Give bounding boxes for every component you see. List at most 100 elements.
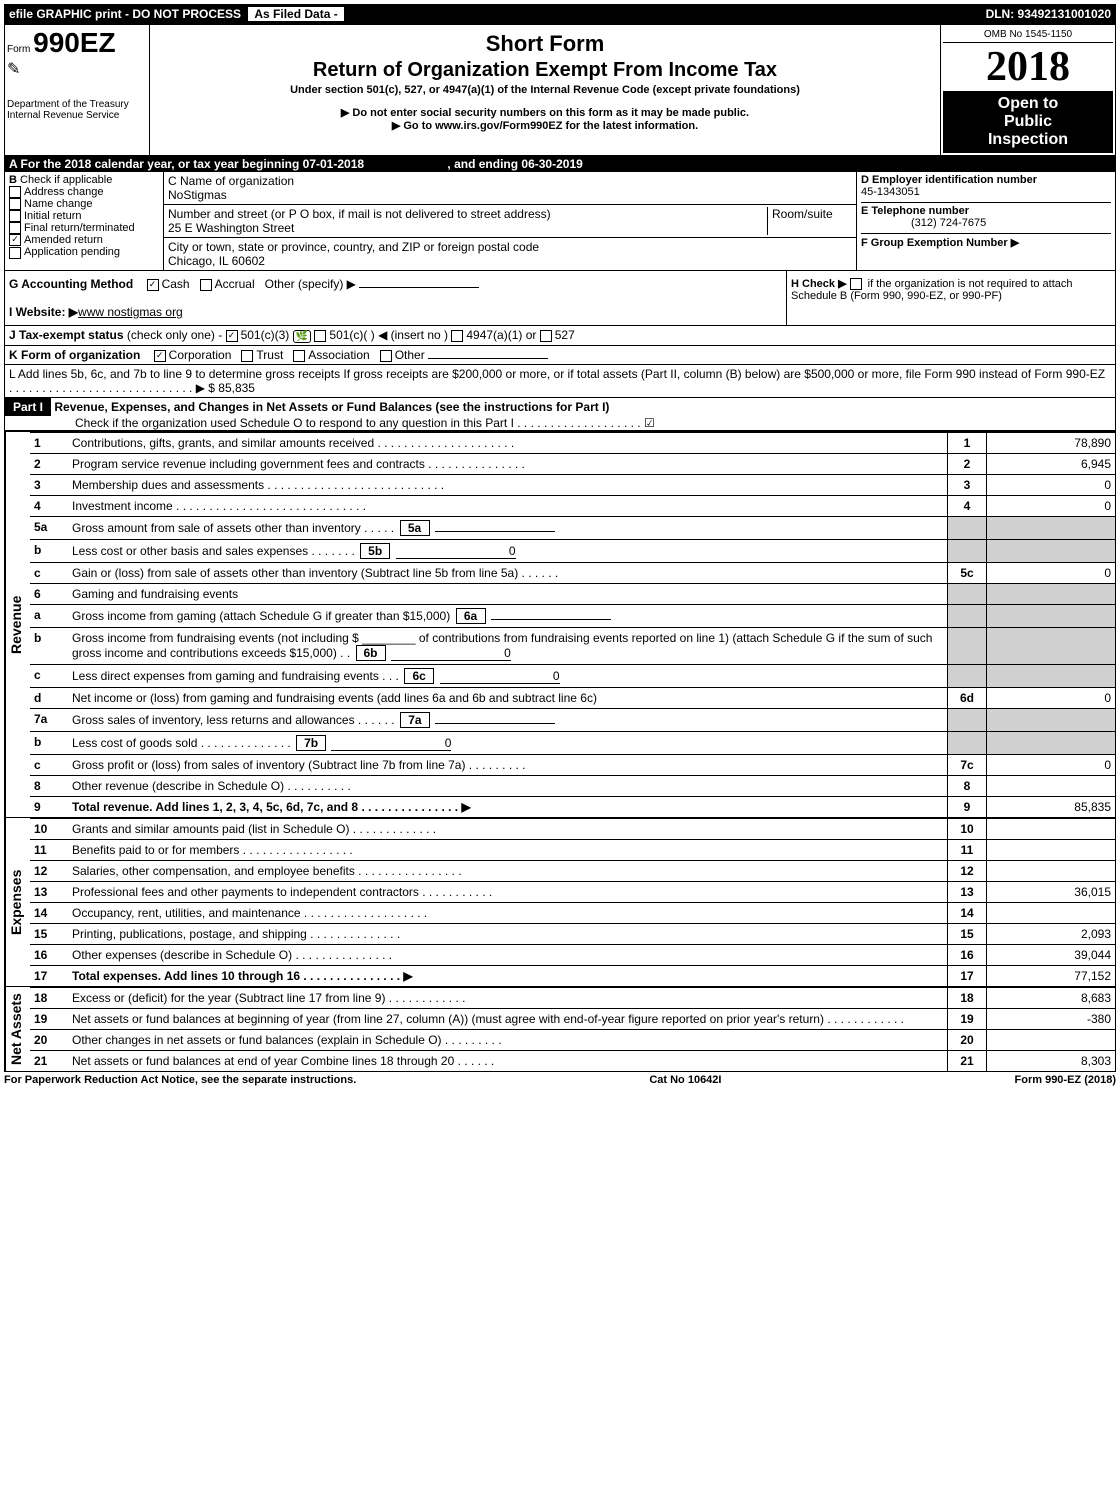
ein: 45-1343051 — [861, 186, 920, 198]
h-label: H Check ▶ — [791, 278, 847, 290]
line-4: Investment income . . . . . . . . . . . … — [68, 496, 948, 517]
i-label: I Website: ▶ — [9, 305, 78, 319]
footer: For Paperwork Reduction Act Notice, see … — [4, 1072, 1116, 1088]
line-l: L Add lines 5b, 6c, and 7b to line 9 to … — [5, 365, 1115, 398]
line-6: Gaming and fundraising events — [68, 584, 948, 605]
initial-check[interactable] — [9, 210, 21, 222]
g-label: G Accounting Method — [9, 277, 133, 291]
line-1: Contributions, gifts, grants, and simila… — [68, 433, 948, 454]
line-7c: Gross profit or (loss) from sales of inv… — [68, 755, 948, 776]
amt-15: 2,093 — [987, 924, 1116, 945]
amt-20 — [987, 1030, 1116, 1051]
form-number: 990EZ — [33, 27, 116, 58]
line-14: Occupancy, rent, utilities, and maintena… — [68, 903, 948, 924]
line-9: Total revenue. Add lines 1, 2, 3, 4, 5c,… — [72, 800, 471, 814]
footer-left: For Paperwork Reduction Act Notice, see … — [4, 1074, 356, 1086]
final-check[interactable] — [9, 222, 21, 234]
revenue-label: Revenue — [5, 432, 30, 817]
amt-10 — [987, 819, 1116, 840]
name-change-check[interactable] — [9, 198, 21, 210]
f-label: F Group Exemption Number ▶ — [861, 237, 1019, 249]
527: 527 — [555, 328, 575, 342]
trust-check[interactable] — [241, 350, 253, 362]
line-13: Professional fees and other payments to … — [68, 882, 948, 903]
addr-change: Address change — [24, 186, 104, 198]
527-check[interactable] — [540, 330, 552, 342]
pending-check[interactable] — [9, 247, 21, 259]
sub-6b: 0 — [391, 646, 511, 661]
cash: Cash — [162, 277, 190, 291]
bcd-row: B Check if applicable Address change Nam… — [5, 172, 1115, 271]
g-other: Other (specify) ▶ — [265, 277, 356, 291]
accrual: Accrual — [215, 277, 255, 291]
501c3: 501(c)(3) — [241, 328, 290, 342]
line-12: Salaries, other compensation, and employ… — [68, 861, 948, 882]
line-19: Net assets or fund balances at beginning… — [68, 1009, 948, 1030]
phone: (312) 724-7675 — [911, 217, 986, 229]
line-11: Benefits paid to or for members . . . . … — [68, 840, 948, 861]
tax-year: 2018 — [943, 43, 1113, 91]
footer-mid: Cat No 10642I — [649, 1074, 721, 1086]
amt-8 — [987, 776, 1116, 797]
cal-year-end: , and ending 06-30-2019 — [447, 157, 582, 171]
line-17: Total expenses. Add lines 10 through 16 … — [72, 969, 413, 983]
part1-title: Part I — [5, 398, 51, 416]
amt-21: 8,303 — [987, 1051, 1116, 1072]
b-label: B — [9, 174, 17, 186]
org-name: NoStigmas — [168, 188, 227, 202]
section-a: A For the 2018 calendar year, or tax yea… — [5, 156, 1115, 172]
corp-check[interactable] — [154, 350, 166, 362]
street: 25 E Washington Street — [168, 221, 294, 235]
amt-18: 8,683 — [987, 988, 1116, 1009]
amt-11 — [987, 840, 1116, 861]
city-label: City or town, state or province, country… — [168, 240, 539, 254]
line-7a: Gross sales of inventory, less returns a… — [72, 713, 395, 727]
501c3-check[interactable] — [226, 330, 238, 342]
d-label: D Employer identification number — [861, 174, 1037, 186]
top-bar: efile GRAPHIC print - DO NOT PROCESS As … — [4, 4, 1116, 24]
j-label: J Tax-exempt status — [9, 328, 124, 342]
amt-7c: 0 — [987, 755, 1116, 776]
k-other: Other — [395, 348, 425, 362]
sub-5a — [435, 531, 555, 532]
initial: Initial return — [24, 210, 81, 222]
sub-6a — [491, 619, 611, 620]
short-form: Short Form — [154, 31, 936, 57]
form-prefix: Form — [7, 44, 30, 55]
line-5a: Gross amount from sale of assets other t… — [72, 521, 394, 535]
501c-check[interactable] — [314, 330, 326, 342]
4947-check[interactable] — [451, 330, 463, 342]
sub-7b: 0 — [331, 736, 451, 751]
assoc-check[interactable] — [293, 350, 305, 362]
sub-5b: 0 — [396, 544, 516, 559]
h-check[interactable] — [850, 278, 862, 290]
amt-3: 0 — [987, 475, 1116, 496]
addr-change-check[interactable] — [9, 186, 21, 198]
amt-2: 6,945 — [987, 454, 1116, 475]
4947: 4947(a)(1) or — [466, 328, 536, 342]
cash-check[interactable] — [147, 279, 159, 291]
amt-6d: 0 — [987, 688, 1116, 709]
room-label: Room/suite — [767, 207, 852, 235]
amt-19: -380 — [987, 1009, 1116, 1030]
line-20: Other changes in net assets or fund bala… — [68, 1030, 948, 1051]
amended-check[interactable] — [9, 234, 21, 246]
note1: ▶ Do not enter social security numbers o… — [154, 106, 936, 119]
other-check[interactable] — [380, 350, 392, 362]
amt-13: 36,015 — [987, 882, 1116, 903]
open2: Public — [1004, 113, 1052, 130]
open3: Inspection — [988, 131, 1068, 148]
accrual-check[interactable] — [200, 279, 212, 291]
street-label: Number and street (or P O box, if mail i… — [168, 207, 551, 221]
line-21: Net assets or fund balances at end of ye… — [68, 1051, 948, 1072]
final: Final return/terminated — [24, 222, 135, 234]
line-5c: Gain or (loss) from sale of assets other… — [68, 563, 948, 584]
line-16: Other expenses (describe in Schedule O) … — [68, 945, 948, 966]
open1: Open to — [998, 95, 1058, 112]
amt-17: 77,152 — [987, 966, 1116, 987]
name-change: Name change — [24, 198, 93, 210]
website: www nostigmas org — [78, 305, 183, 319]
trust: Trust — [256, 348, 283, 362]
j-text: (check only one) - — [127, 328, 222, 342]
expenses-label: Expenses — [5, 818, 30, 986]
